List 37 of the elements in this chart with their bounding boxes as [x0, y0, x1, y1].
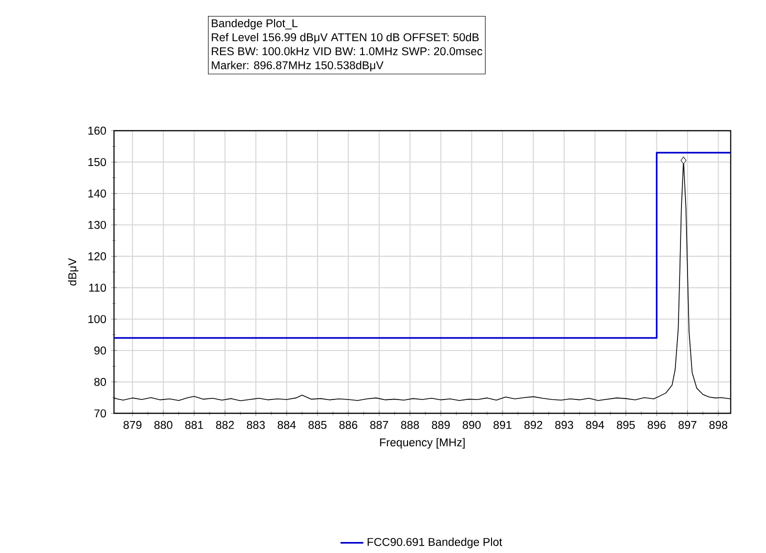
x-tick-label: 887: [370, 420, 388, 429]
y-axis-title: dBμV: [68, 258, 78, 286]
legend-label: FCC90.691 Bandedge Plot: [368, 538, 502, 548]
y-tick-label: 130: [88, 220, 106, 229]
x-tick-label: 893: [555, 420, 574, 429]
x-tick-label: 896: [648, 420, 666, 429]
x-tick-label: 884: [278, 420, 296, 429]
x-tick-label: 880: [154, 420, 172, 429]
y-tick-label: 140: [88, 189, 106, 198]
y-tick-label: 80: [94, 378, 106, 386]
x-tick-label: 882: [216, 420, 234, 429]
x-tick-label: 881: [185, 420, 204, 429]
y-tick-label: 150: [88, 158, 106, 166]
x-tick-label: 886: [339, 420, 358, 429]
x-tick-label: 890: [462, 420, 481, 429]
text: Ref Level 156.99 dBμV ATTEN 10 dB OFFSET: 50dB: [212, 32, 479, 44]
text: RES BW: 100.0kHz VID BW: 1.0MHz SWP: 20.0msec: [212, 46, 482, 56]
y-tick-label: 90: [94, 346, 106, 354]
x-tick-label: 883: [246, 420, 265, 429]
x-tick-label: 894: [586, 420, 604, 429]
x-tick-label: 895: [616, 420, 635, 429]
x-tick-label: 897: [678, 420, 696, 429]
y-tick-label: 160: [88, 126, 106, 135]
text: Marker: 896.87MHz 150.538dBμV: [212, 60, 384, 72]
x-axis-title: Frequency [MHz]: [380, 438, 465, 449]
y-tick-label: 110: [89, 284, 106, 292]
x-tick-label: 888: [401, 420, 419, 429]
x-tick-label: 891: [494, 420, 512, 429]
y-tick-label: 120: [88, 252, 106, 260]
x-tick-label: 879: [124, 420, 142, 429]
x-tick-label: 892: [524, 420, 542, 429]
x-tick-label: 898: [709, 420, 728, 429]
x-tick-label: 885: [308, 420, 326, 429]
x-tick-label: 889: [432, 420, 450, 429]
chart-title: Bandedge Plot_L: [212, 18, 298, 30]
y-tick-label: 70: [94, 409, 106, 418]
y-tick-label: 100: [88, 315, 106, 324]
